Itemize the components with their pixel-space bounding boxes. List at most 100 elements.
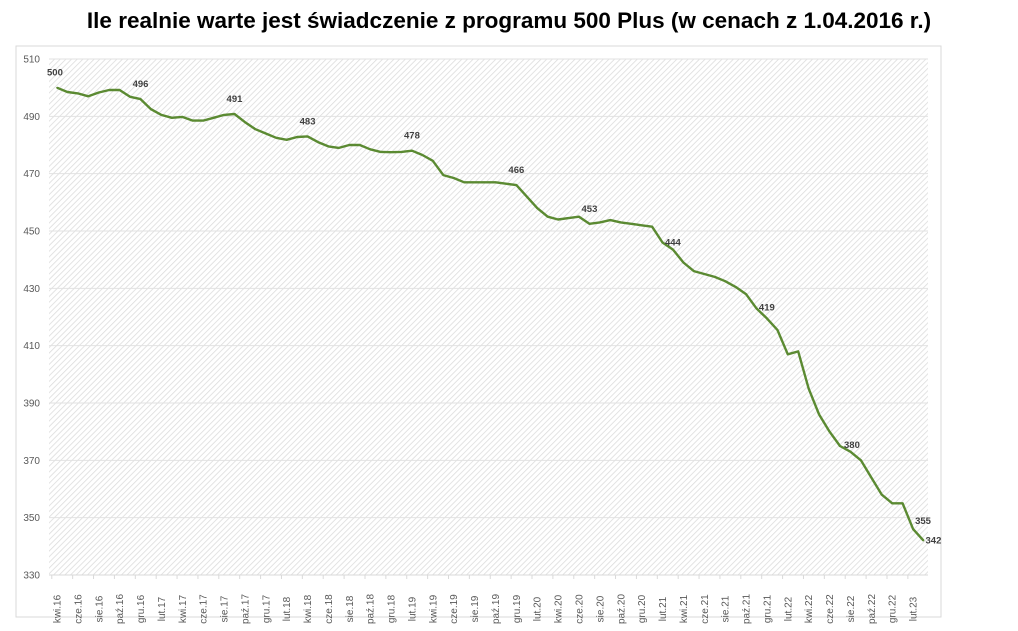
y-tick-label: 510 [23,55,40,66]
data-point [181,116,184,118]
data-point [171,116,173,119]
data-label: 496 [133,79,149,90]
x-tick-label: lut.17 [157,596,168,621]
data-point [526,195,528,198]
data-point [66,91,69,93]
x-tick-label: cze.17 [199,594,210,624]
data-point [807,387,810,390]
data-point [56,86,58,89]
data-point [212,116,215,119]
x-tick-label: sie.17 [220,595,231,622]
x-tick-label: gru.22 [888,594,899,623]
data-label: 478 [404,131,420,142]
data-point [275,137,278,139]
data-point [379,151,382,153]
data-point [922,539,925,542]
data-label: 419 [759,302,775,313]
data-point [473,181,476,184]
data-point [693,270,695,272]
x-tick-label: cze.20 [575,594,586,624]
data-point [327,145,330,148]
data-point [306,135,309,138]
data-point [588,223,591,225]
x-tick-label: sie.21 [721,595,732,622]
data-point [755,307,758,310]
data-point [484,181,486,184]
x-tick-label: cze.19 [449,594,460,624]
data-point [787,353,789,356]
data-point [818,413,820,416]
data-label: 444 [665,238,682,249]
data-point [724,280,726,282]
y-tick-label: 390 [23,399,40,410]
data-point [630,223,632,225]
data-point [494,181,497,184]
data-point [901,502,904,505]
data-point [766,317,768,320]
data-point [118,89,121,91]
data-point [609,219,612,221]
data-point [651,225,653,228]
data-point [912,528,914,530]
x-tick-label: paź.21 [742,594,753,624]
data-label: 355 [915,516,932,527]
data-point [880,493,883,496]
y-tick-label: 370 [23,456,40,467]
data-point [317,141,319,143]
data-point [191,119,194,122]
data-point [703,273,706,275]
data-point [745,293,747,295]
data-point [505,182,507,185]
data-point [348,144,351,146]
x-tick-label: paź.22 [867,594,878,624]
data-point [160,114,163,116]
data-point [358,144,361,146]
y-tick-label: 450 [23,227,40,238]
x-tick-label: kwi.16 [53,594,64,623]
x-tick-label: paź.18 [366,594,377,624]
x-tick-label: paź.16 [115,594,126,624]
chart-title: Ile realnie warte jest świadczenie z pro… [86,8,932,33]
x-tick-label: lut.20 [533,596,544,621]
data-point [296,136,298,138]
data-point [839,445,841,447]
x-tick-label: kwi.18 [303,594,314,623]
x-tick-label: cze.21 [700,594,711,624]
data-point [536,207,539,209]
data-point [515,184,518,186]
y-tick-label: 490 [23,112,40,123]
data-point [432,159,434,162]
data-point [285,139,288,141]
data-point [870,476,873,479]
x-tick-label: cze.22 [825,594,836,624]
x-tick-label: lut.23 [909,596,920,621]
data-point [129,96,131,98]
data-label: 453 [582,204,598,215]
x-tick-label: sie.19 [470,595,481,622]
data-point [619,221,622,224]
data-point [567,217,570,219]
data-label: 380 [844,440,860,451]
data-label: 483 [300,116,316,127]
series-line [56,86,925,542]
gridlines [49,58,928,519]
x-tick-label: gru.18 [387,594,398,623]
data-point [139,98,142,100]
data-label: 466 [508,165,524,176]
x-tick-label: kwi.22 [804,594,815,623]
data-point [661,241,664,244]
data-point [828,430,831,433]
data-point [849,450,852,453]
x-tick-label: gru.19 [512,594,523,623]
plot-area [49,59,928,575]
data-label: 491 [227,94,244,105]
data-point [77,92,79,95]
y-tick-label: 350 [23,513,40,524]
x-tick-label: gru.20 [637,594,648,623]
y-axis: 330 350 370 390 410 430 450 470 490 510 [23,55,40,582]
x-tick-label: paź.19 [491,594,502,624]
data-point [797,350,800,353]
data-point [442,174,445,176]
data-point [776,329,779,331]
data-point [338,147,340,149]
